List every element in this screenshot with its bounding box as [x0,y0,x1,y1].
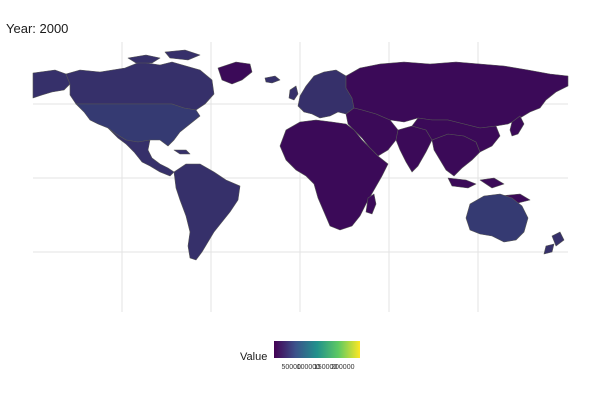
region-canada [127,54,161,64]
map-title: Year: 2000 [6,21,69,36]
legend-tick-label: 50000 [281,364,301,371]
region-canada [65,61,215,111]
legend-tick-label: 150000 [313,364,338,371]
region-uk [288,85,299,101]
region-united-states [75,103,201,147]
legend-gradient [274,341,360,358]
region-japan [509,115,525,137]
region-mexico-central-america [107,127,175,177]
region-russia-asia [411,117,501,153]
region-mexico-central-america [173,149,191,155]
region-indonesia [447,177,477,189]
region-europe [297,69,355,119]
legend-colorbar [274,341,360,358]
region-australia [465,193,529,243]
legend-tick-label: 200000 [331,364,355,371]
region-india [395,125,433,173]
region-greenland [217,61,253,85]
region-south-america [173,163,241,261]
region-new-zealand [551,231,565,247]
region-iceland [264,75,281,84]
region-indonesia [479,177,505,189]
region-canada [164,49,201,61]
region-africa [279,119,389,231]
legend-tick-label: 100000 [296,364,321,371]
region-madagascar [365,193,377,215]
legend-title: Value [240,351,268,363]
region-new-zealand [543,243,555,255]
region-alaska [32,69,71,99]
